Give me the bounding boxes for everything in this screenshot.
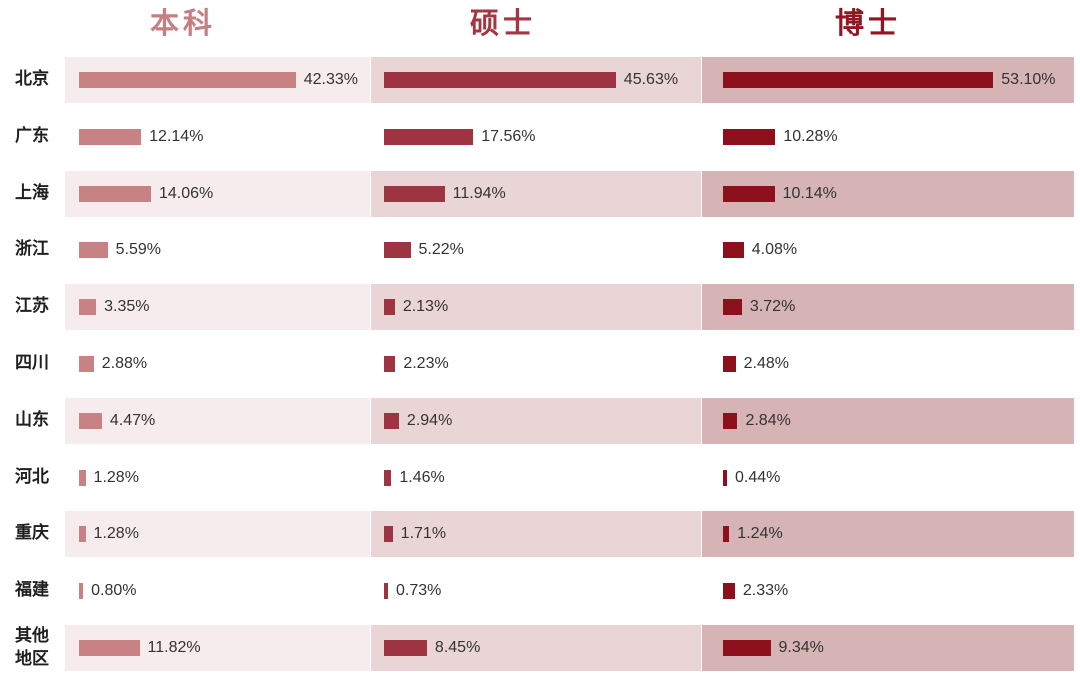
column-header-3: 博士	[834, 6, 901, 40]
row-band	[702, 397, 1074, 444]
value-label: 8.45%	[434, 639, 481, 656]
row-label-10: 福建	[15, 580, 49, 601]
bar	[723, 583, 735, 600]
value-label: 5.22%	[418, 241, 464, 259]
bar	[79, 469, 86, 486]
bar	[384, 526, 393, 543]
value-label: 11.94%	[452, 184, 506, 202]
column-header-2: 硕士	[469, 6, 536, 40]
bar	[384, 640, 427, 656]
value-label: 12.14%	[149, 127, 204, 145]
bar	[79, 72, 296, 88]
row-label-5: 江苏	[15, 296, 49, 317]
value-label: 45.63%	[623, 71, 679, 88]
value-label: 5.59%	[115, 241, 161, 259]
bar	[79, 299, 97, 316]
bar	[384, 356, 396, 372]
value-label: 10.28%	[783, 127, 838, 145]
bar	[723, 640, 771, 656]
value-label: 2.48%	[743, 355, 789, 372]
bar	[723, 526, 730, 543]
row-band	[702, 511, 1074, 558]
bar	[79, 185, 151, 202]
bar	[79, 640, 140, 656]
value-label: 10.14%	[782, 184, 837, 202]
value-label: 2.84%	[745, 411, 791, 429]
value-label: 0.80%	[91, 582, 137, 600]
bar	[384, 583, 388, 600]
value-label: 2.88%	[101, 355, 148, 372]
value-label: 14.06%	[158, 184, 214, 202]
bar	[723, 128, 776, 145]
value-label: 2.13%	[402, 298, 449, 316]
row-label-9: 重庆	[15, 523, 49, 544]
value-label: 2.23%	[403, 355, 449, 372]
value-label: 4.47%	[109, 411, 156, 429]
row-band	[65, 511, 370, 558]
bar	[79, 526, 86, 543]
row-band	[371, 397, 701, 444]
value-label: 1.28%	[93, 468, 139, 486]
bar	[723, 185, 775, 202]
value-label: 53.10%	[1001, 71, 1056, 88]
bar	[79, 583, 84, 600]
row-label-4: 浙江	[15, 239, 49, 260]
bar	[723, 299, 742, 316]
value-label: 1.28%	[93, 525, 139, 543]
bar	[384, 128, 474, 145]
bar	[79, 412, 102, 429]
bar	[384, 72, 616, 88]
value-label: 9.34%	[778, 639, 824, 656]
row-label-11: 其他 地区	[15, 626, 49, 669]
row-label-8: 河北	[15, 466, 49, 487]
value-label: 3.35%	[104, 298, 150, 316]
value-label: 0.73%	[396, 582, 442, 600]
value-label: 3.72%	[749, 298, 796, 316]
row-band	[65, 397, 370, 444]
value-label: 1.24%	[737, 525, 783, 543]
bar	[723, 72, 994, 88]
bar	[723, 469, 727, 486]
value-label: 17.56%	[481, 127, 536, 145]
value-label: 0.44%	[735, 468, 781, 486]
row-band	[371, 284, 701, 331]
bar	[384, 185, 445, 202]
row-label-3: 上海	[15, 182, 49, 203]
bar	[79, 356, 94, 372]
bar	[79, 242, 108, 259]
bar	[723, 356, 736, 372]
row-label-6: 四川	[15, 353, 49, 373]
bar	[723, 242, 744, 259]
row-band	[371, 511, 701, 558]
row-label-7: 山东	[15, 409, 49, 430]
row-label-2: 广东	[15, 125, 49, 146]
bar	[79, 128, 142, 145]
value-label: 11.82%	[147, 639, 201, 656]
value-label: 42.33%	[303, 71, 358, 88]
value-label: 2.94%	[406, 411, 453, 429]
bar	[723, 412, 738, 429]
bar	[384, 299, 395, 316]
value-label: 1.71%	[400, 525, 447, 543]
column-header-1: 本科	[149, 6, 216, 40]
bar	[384, 412, 399, 429]
value-label: 2.33%	[742, 582, 789, 600]
row-label-1: 北京	[15, 69, 49, 89]
bar	[384, 469, 392, 486]
value-label: 4.08%	[751, 241, 798, 259]
row-band	[702, 284, 1074, 331]
bar	[384, 242, 411, 259]
row-band	[65, 284, 370, 331]
value-label: 1.46%	[399, 468, 445, 486]
